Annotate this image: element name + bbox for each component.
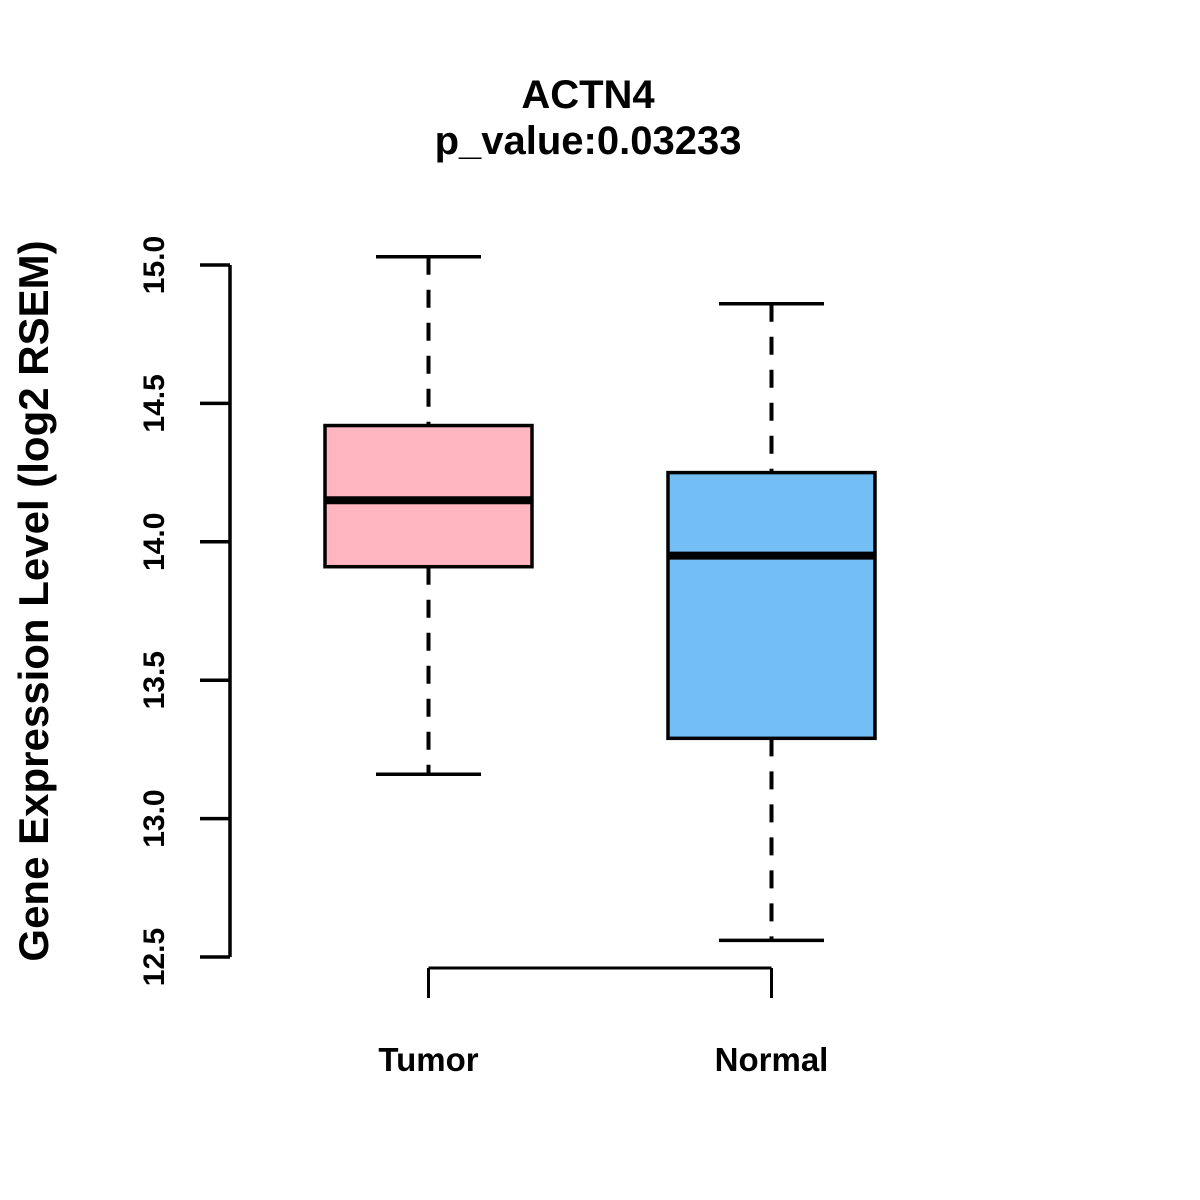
x-category-label: Tumor <box>378 1041 478 1078</box>
y-tick-label: 14.5 <box>138 374 171 432</box>
chart-subtitle: p_value:0.03233 <box>435 119 742 163</box>
chart-title: ACTN4 <box>521 73 655 117</box>
box-group-normal <box>666 302 877 943</box>
iqr-box <box>323 423 534 569</box>
iqr-box <box>666 470 877 741</box>
y-axis: 12.5 13.0 13.5 14.0 14.5 15.0 <box>138 236 232 986</box>
x-axis: Tumor Normal <box>378 966 829 1078</box>
y-tick-label: 13.0 <box>138 789 171 847</box>
box-group-tumor <box>323 254 534 777</box>
y-axis-label: Gene Expression Level (log2 RSEM) <box>10 240 57 961</box>
y-tick-label: 12.5 <box>138 928 171 986</box>
boxes <box>323 254 877 943</box>
y-tick-label: 14.0 <box>138 513 171 571</box>
y-tick-label: 13.5 <box>138 651 171 709</box>
x-category-label: Normal <box>715 1041 829 1078</box>
y-tick-label: 15.0 <box>138 236 171 294</box>
